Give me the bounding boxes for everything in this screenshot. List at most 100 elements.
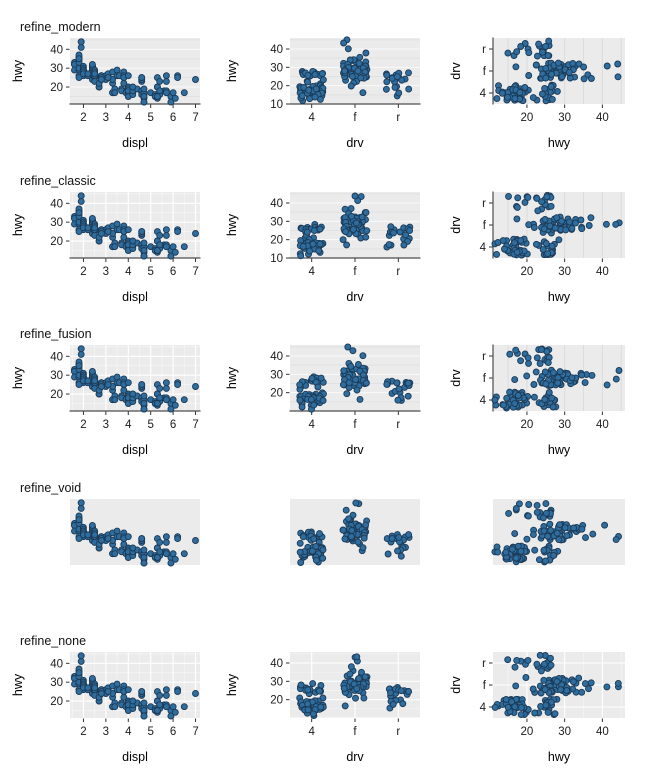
data-point [156,701,164,709]
data-point [316,688,323,695]
plot-cells: 2 3 4 5 6 7 20 30 40 displ hwy 4 f r 20 30 40 drv hwy 20 3… [0,343,672,460]
data-point [543,192,551,200]
svg-text:30: 30 [270,677,283,689]
data-point [77,38,85,46]
data-point [504,656,512,664]
data-point [104,227,112,235]
data-point [589,530,597,538]
scatter-canvas: 2 3 4 5 6 7 20 30 40 displ hwy [11,652,200,764]
data-point [541,368,549,376]
scatter-canvas: 2 3 4 5 6 7 20 30 40 displ hwy [11,345,201,457]
data-point [351,192,359,200]
data-point [319,554,327,562]
data-point [540,661,548,669]
data-point [547,202,555,210]
data-point [556,521,564,528]
data-point [393,379,401,387]
scatter-canvas: 20 30 40 rf 4 hwy drv [449,37,625,150]
data-point [358,669,365,677]
data-point [533,501,541,509]
data-point [315,246,323,254]
data-point [162,77,170,85]
data-point [601,521,609,529]
svg-text:drv: drv [346,136,364,150]
data-point [153,93,161,100]
scatter-plot-drv-hwy: 4 f r 10 20 30 40 drv hwy [224,190,448,307]
svg-text:hwy: hwy [11,213,25,236]
svg-text:20: 20 [50,696,63,708]
data-point [400,241,408,249]
data-point [501,245,508,253]
svg-text:10: 10 [270,253,283,265]
data-point [540,527,548,535]
data-point [310,710,317,718]
data-point [84,223,92,231]
data-point [343,241,351,248]
data-point [352,219,360,227]
data-point [174,74,182,82]
data-point [340,367,348,375]
data-point [493,250,501,258]
svg-text:displ: displ [122,750,148,764]
data-point [171,402,179,409]
data-point [339,235,347,243]
scatter-canvas: 20 30 40 rf 4 hwy drv [449,652,625,764]
data-point [354,361,362,369]
data-point [504,93,511,101]
data-point [167,559,175,567]
data-point [540,546,548,554]
theme-row-none: refine_none 2 3 4 5 6 7 20 30 40 displ hwy 4 f r 20 30… [0,614,672,768]
data-point [111,89,119,97]
data-point [153,553,161,561]
data-point [612,535,620,543]
svg-text:drv: drv [449,676,463,694]
scatter-plot-hwy-drv: 20 30 40 r f 4 hwy drv [448,343,672,460]
data-point [347,532,355,540]
data-point [603,62,611,70]
data-point [77,504,85,512]
data-point [493,95,501,103]
data-point [84,70,92,78]
data-point [297,681,305,689]
data-point [530,223,538,231]
data-point [555,235,563,243]
data-point [393,73,401,81]
svg-text:4: 4 [480,395,487,407]
data-point [169,89,177,97]
data-point [169,396,177,404]
svg-text:30: 30 [50,370,63,382]
svg-text:40: 40 [270,658,283,670]
data-point [534,206,542,214]
data-point [553,529,561,537]
data-point [104,381,112,389]
data-point [299,242,307,250]
data-point [297,558,305,566]
data-point [138,74,146,82]
data-point [563,687,571,695]
data-point [91,377,99,385]
theme-row-void: refine_void [0,461,672,615]
data-point [354,67,362,75]
data-point [533,661,541,669]
data-point [511,238,518,246]
svg-text:hwy: hwy [11,366,25,389]
data-point [544,52,552,60]
svg-text:hwy: hwy [548,443,571,457]
svg-text:4: 4 [125,726,132,738]
data-point [544,709,552,717]
data-point [511,95,519,103]
data-point [304,78,312,86]
svg-text:2: 2 [80,266,86,278]
data-point [140,553,148,561]
data-point [180,550,188,557]
data-point [346,671,354,678]
data-point [316,529,323,537]
data-point [303,228,311,236]
data-point [91,684,99,692]
data-point [395,533,403,541]
scatter-canvas: 2 3 4 5 6 7 20 30 40 displ hwy [11,38,201,150]
data-point [140,699,148,707]
data-point [319,397,327,405]
data-point [356,396,364,404]
